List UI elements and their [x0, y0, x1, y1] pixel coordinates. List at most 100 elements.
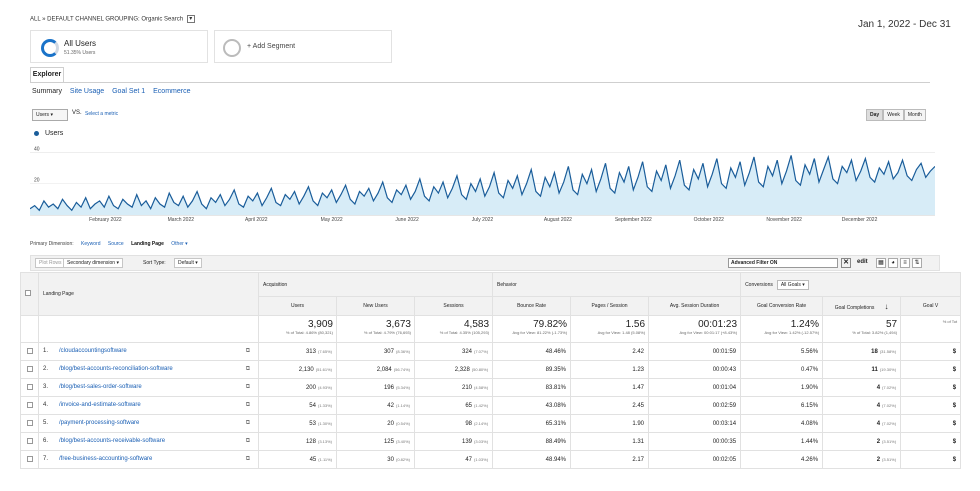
total-value: 1.56 — [625, 319, 646, 330]
col-avg-duration[interactable]: Avg. Session Duration — [648, 296, 742, 316]
table-row[interactable]: 4. /invoice-and-estimate-software ⧉ 54 (1.33… — [20, 396, 962, 415]
clear-filter-icon[interactable]: ✕ — [841, 258, 851, 268]
table-row[interactable]: 3./blog/best-sales-order-software ⧉ 200 (4.… — [20, 378, 962, 397]
row-checkbox[interactable] — [26, 401, 33, 408]
date-range-picker[interactable]: Jan 1, 2022 - Dec 31 — [858, 19, 951, 30]
col-new-users[interactable]: New Users — [336, 296, 415, 316]
sessions-cell: 2,328 (50.80%) — [413, 360, 494, 379]
table-row[interactable]: 5. /payment-processing-software ⧉ 53 (1.30%)… — [20, 414, 962, 433]
users-value: 128 — [305, 438, 316, 445]
dimension-landing-page[interactable]: Landing Page — [131, 241, 164, 247]
total-value: 3,909 — [307, 319, 333, 330]
table-row[interactable]: 1./cloudaccountingsoftware ⧉ 313 (7.65%) 307… — [20, 342, 962, 361]
table-row[interactable]: 2. /blog/best-accounts-reconciliation-sof… — [20, 360, 962, 379]
totals-row: 3,909% of Total: 4.86% (80,321) 3,673% of… — [20, 315, 962, 343]
pie-view-icon[interactable]: ◕ — [888, 258, 898, 268]
external-link-icon[interactable]: ⧉ — [245, 366, 250, 372]
sessions-cell: 98 (2.14%) — [413, 414, 494, 433]
secondary-dimension-select[interactable]: Secondary dimension ▾ — [63, 258, 123, 268]
table-row[interactable]: 7./free-business-accounting-software ⧉ 45(… — [20, 450, 962, 469]
new-users-value: 307 — [383, 348, 394, 355]
col-sessions[interactable]: Sessions — [413, 296, 494, 316]
x-tick-label: June 2022 — [395, 217, 419, 223]
landing-page-link[interactable]: /invoice-and-estimate-software — [59, 402, 141, 408]
external-link-icon[interactable]: ⧉ — [245, 438, 250, 444]
goal-completions-cell: 4 (7.02%) — [822, 414, 902, 433]
select-all-checkbox[interactable] — [25, 290, 31, 296]
landing-page-link[interactable]: /blog/best-sales-order-software — [59, 384, 142, 390]
table-view-icon[interactable]: ▦ — [876, 258, 886, 268]
external-link-icon[interactable]: ⧉ — [245, 348, 250, 354]
dimension-keyword[interactable]: Keyword — [81, 241, 101, 247]
subtab-goal-set[interactable]: Goal Set 1 — [112, 88, 146, 95]
row-checkbox[interactable] — [26, 419, 33, 426]
col-goal-value[interactable]: Goal V — [900, 296, 962, 316]
period-week-button[interactable]: Week — [883, 109, 904, 121]
total-value: 4,583 — [464, 319, 490, 330]
avg-duration-cell: 00:01:04 — [648, 378, 742, 397]
sort-type-select[interactable]: Default ▾ — [174, 258, 202, 268]
row-checkbox[interactable] — [26, 437, 33, 444]
pages-session-cell: 1.47 — [570, 378, 650, 397]
sessions-cell: 47 (1.03%) — [413, 450, 494, 469]
bar-view-icon[interactable]: ≡ — [900, 258, 910, 268]
landing-page-cell: 2. /blog/best-accounts-reconciliation-sof… — [38, 360, 259, 379]
col-goal-conversion-rate[interactable]: Goal Conversion Rate — [740, 296, 824, 316]
add-segment-button[interactable]: + Add Segment — [214, 30, 392, 63]
row-checkbox[interactable] — [26, 347, 33, 354]
row-checkbox[interactable] — [26, 455, 33, 462]
total-subtext: % of Total: 4.86% (80,321) — [285, 330, 333, 335]
table-row[interactable]: 6. /blog/best-accounts-receivable-softwar… — [20, 432, 962, 451]
primary-dimension-bar: Primary Dimension: Keyword Source Landin… — [30, 241, 194, 247]
select-all-cell[interactable] — [20, 272, 39, 316]
period-month-button[interactable]: Month — [903, 109, 926, 121]
table-body: 1./cloudaccountingsoftware ⧉ 313 (7.65%) 307… — [20, 342, 962, 469]
goal-completions-cell: 18 (31.58%) — [822, 342, 902, 361]
sessions-value: 65 — [465, 402, 473, 409]
select-metric-link[interactable]: Select a metric — [85, 111, 119, 117]
goal-set-select[interactable]: All Goals ▾ — [776, 279, 809, 290]
edit-filter-link[interactable]: edit — [857, 259, 868, 265]
plot-rows-button[interactable]: Plot Rows — [35, 258, 66, 268]
group-behavior: Behavior — [492, 272, 742, 297]
row-checkbox[interactable] — [26, 383, 33, 390]
dimension-source[interactable]: Source — [107, 241, 124, 247]
breadcrumb-root[interactable]: ALL — [30, 16, 41, 23]
col-landing-page[interactable]: Landing Page — [38, 272, 259, 316]
col-goal-completions[interactable]: Goal Completions ↓ — [822, 296, 902, 316]
col-pages-session[interactable]: Pages / Session — [570, 296, 650, 316]
subtab-site-usage[interactable]: Site Usage — [69, 88, 105, 95]
period-day-button[interactable]: Day — [866, 109, 884, 121]
col-users[interactable]: Users — [258, 296, 337, 316]
landing-page-link[interactable]: /payment-processing-software — [59, 420, 140, 426]
col-bounce-rate[interactable]: Bounce Rate — [492, 296, 572, 316]
goal-conversion-rate-cell: 1.90% — [740, 378, 824, 397]
advanced-filter-input[interactable]: Advanced Filter ON — [728, 258, 838, 268]
percent-of-total: (1.33%) — [317, 402, 332, 408]
new-users-cell: 2,084 (56.74%) — [336, 360, 415, 379]
landing-page-link[interactable]: /cloudaccountingsoftware — [59, 348, 127, 354]
external-link-icon[interactable]: ⧉ — [245, 384, 250, 390]
external-link-icon[interactable]: ⧉ — [245, 402, 250, 408]
dimension-other[interactable]: Other ▾ — [171, 241, 188, 247]
subtab-summary[interactable]: Summary — [32, 88, 62, 95]
landing-page-cell: 1. /cloudaccountingsoftware ⧉ — [38, 342, 259, 361]
metric-select[interactable]: Users ▾ — [32, 109, 68, 121]
users-value: 313 — [305, 348, 316, 355]
percent-of-total: (51.61%) — [315, 366, 332, 372]
landing-page-link[interactable]: /blog/best-accounts-receivable-software — [59, 438, 166, 444]
tab-explorer[interactable]: Explorer — [30, 67, 64, 82]
breadcrumb-dropdown[interactable]: ▾ — [186, 15, 195, 23]
external-link-icon[interactable]: ⧉ — [245, 456, 250, 462]
row-checkbox[interactable] — [26, 365, 33, 372]
users-cell: 128 (3.13%) — [258, 432, 337, 451]
landing-page-link[interactable]: /blog/best-accounts-reconciliation-softw… — [59, 366, 173, 372]
segment-all-users[interactable]: All Users 51.35% Users — [30, 30, 208, 63]
comparison-view-icon[interactable]: ⇅ — [912, 258, 922, 268]
external-link-icon[interactable]: ⧉ — [245, 420, 250, 426]
goal-value-value: $ — [952, 366, 957, 373]
landing-page-link[interactable]: /free-business-accounting-software — [59, 456, 153, 462]
users-line-chart[interactable]: 40 20 February 2022 March 2022 April 2022 May… — [30, 140, 935, 230]
percent-of-total: (19.30%) — [879, 366, 897, 372]
subtab-ecommerce[interactable]: Ecommerce — [153, 88, 191, 95]
